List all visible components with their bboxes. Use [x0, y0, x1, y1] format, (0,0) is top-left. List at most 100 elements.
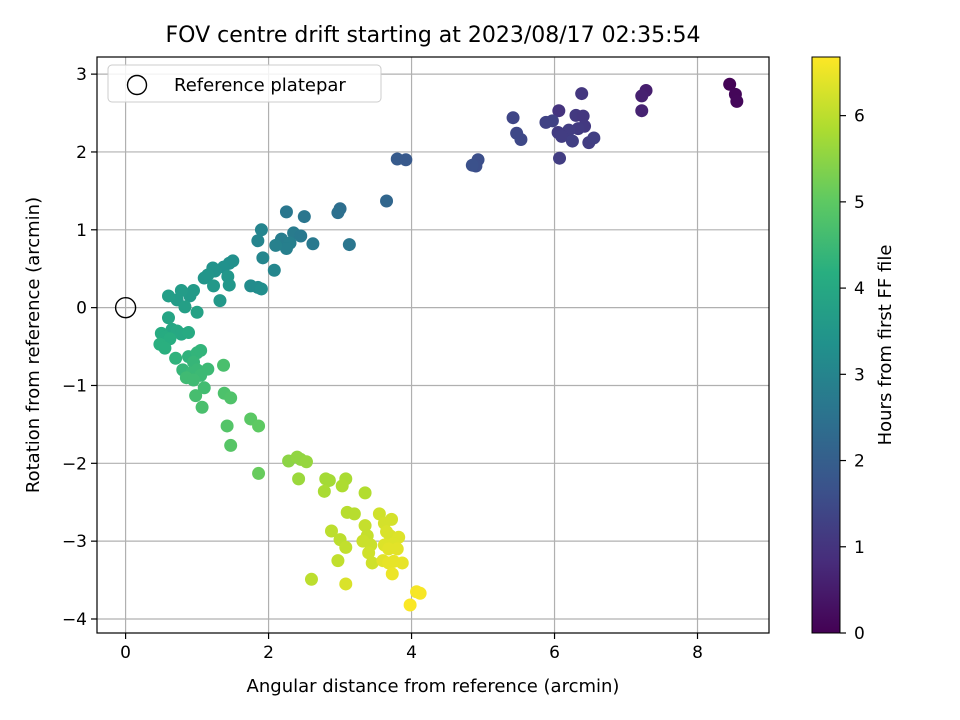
data-point — [294, 229, 308, 243]
data-point — [587, 131, 601, 145]
data-point — [339, 540, 353, 554]
data-point — [362, 546, 376, 560]
data-point — [553, 151, 567, 165]
x-tick-label: 6 — [549, 643, 560, 663]
colorbar-label: Hours from first FF file — [875, 245, 896, 446]
data-point — [269, 238, 283, 252]
data-point — [565, 134, 579, 148]
colorbar-tick-label: 0 — [854, 624, 865, 644]
data-point — [267, 263, 281, 277]
y-axis-ticks: −4 −3 −2 −1 0 1 2 3 — [62, 65, 97, 630]
data-point — [395, 556, 409, 570]
data-point — [161, 289, 175, 303]
chart-title: FOV centre drift starting at 2023/08/17 … — [166, 23, 701, 48]
data-point — [207, 279, 221, 293]
data-point — [552, 104, 566, 118]
data-points — [153, 77, 744, 612]
y-axis-label: Rotation from reference (arcmin) — [23, 197, 44, 493]
data-point — [465, 158, 479, 172]
data-point — [222, 278, 236, 292]
plot-frame — [96, 56, 770, 634]
data-point — [194, 343, 208, 357]
data-point — [252, 466, 266, 480]
y-tick-label: 0 — [76, 299, 87, 319]
data-point — [317, 484, 331, 498]
data-point — [213, 294, 227, 308]
colorbar — [811, 56, 841, 634]
data-point — [365, 556, 379, 570]
data-point — [514, 133, 528, 147]
legend-entry: Reference platepar — [174, 75, 346, 96]
data-point — [324, 524, 338, 538]
data-point — [178, 300, 192, 314]
data-point — [182, 326, 196, 340]
x-axis-ticks: 0 2 4 6 8 — [120, 633, 703, 663]
x-tick-label: 4 — [406, 643, 417, 663]
data-point — [413, 586, 427, 600]
colorbar-tick-label: 1 — [854, 538, 865, 558]
colorbar-tick-label: 5 — [854, 193, 865, 213]
x-tick-label: 0 — [120, 643, 131, 663]
y-tick-label: −3 — [62, 532, 87, 552]
data-point — [252, 419, 266, 433]
data-point — [279, 205, 293, 219]
legend: Reference platepar — [107, 64, 382, 103]
data-point — [197, 381, 211, 395]
data-point — [339, 577, 353, 591]
data-point — [635, 89, 649, 103]
data-point — [187, 373, 201, 387]
data-point — [576, 109, 590, 123]
x-axis-label: Angular distance from reference (arcmin) — [247, 676, 620, 697]
data-point — [399, 153, 413, 167]
grid-lines — [97, 57, 769, 633]
data-point — [635, 104, 649, 118]
colorbar-ticks: 0 1 2 3 4 5 6 — [840, 107, 865, 644]
data-point — [730, 94, 744, 108]
y-tick-label: 3 — [76, 65, 87, 85]
data-point — [292, 472, 306, 486]
data-point — [195, 400, 209, 414]
data-point — [723, 77, 737, 91]
data-point — [217, 358, 231, 372]
data-point — [224, 391, 238, 405]
data-point — [279, 241, 293, 255]
y-tick-label: −4 — [62, 610, 87, 630]
y-tick-label: −1 — [62, 376, 87, 396]
x-tick-label: 8 — [692, 643, 703, 663]
reference-marker — [114, 296, 137, 319]
data-point — [220, 419, 234, 433]
legend-marker-icon — [126, 74, 148, 96]
data-point — [254, 223, 268, 237]
data-point — [403, 598, 417, 612]
colorbar-tick-label: 3 — [854, 365, 865, 385]
data-point — [158, 341, 172, 355]
data-point — [575, 87, 589, 101]
data-point — [256, 251, 270, 265]
data-point — [385, 512, 399, 526]
data-point — [390, 542, 404, 556]
data-point — [385, 567, 399, 581]
data-point — [347, 507, 361, 521]
data-point — [331, 206, 345, 220]
data-point — [299, 455, 313, 469]
data-point — [254, 282, 268, 296]
colorbar-tick-label: 2 — [854, 452, 865, 472]
data-point — [322, 473, 336, 487]
y-tick-label: 2 — [76, 143, 87, 163]
data-point — [161, 311, 175, 325]
data-point — [201, 268, 215, 282]
data-point — [169, 351, 183, 365]
data-point — [189, 389, 203, 403]
data-point — [358, 519, 372, 533]
y-tick-label: −2 — [62, 454, 87, 474]
data-point — [331, 554, 345, 568]
data-point — [555, 129, 569, 143]
data-point — [335, 479, 349, 493]
legend-box — [107, 64, 382, 103]
reference-platepar-marker — [114, 296, 137, 319]
data-point — [306, 237, 320, 251]
data-point — [297, 210, 311, 224]
data-point — [251, 234, 265, 248]
y-tick-label: 1 — [76, 221, 87, 241]
